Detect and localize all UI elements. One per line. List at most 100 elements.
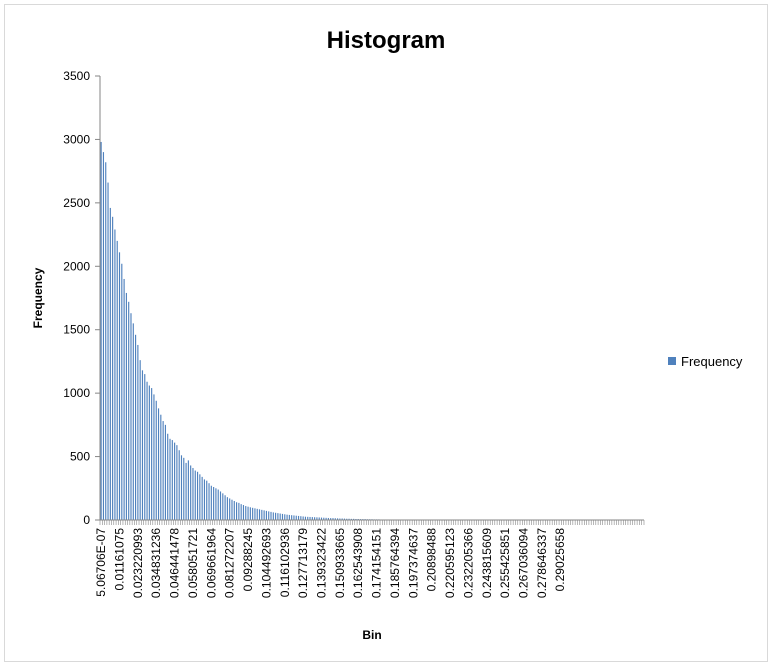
bar <box>231 499 233 520</box>
bar <box>171 440 173 520</box>
bar <box>176 445 178 520</box>
chart-title: Histogram <box>327 27 446 54</box>
y-tick-label: 1500 <box>63 323 90 337</box>
bar <box>284 514 286 520</box>
bar <box>224 495 226 520</box>
bar <box>190 465 192 520</box>
bar <box>279 513 281 520</box>
bar <box>148 385 150 520</box>
bar <box>164 424 166 520</box>
bar <box>199 474 201 520</box>
x-tick-label: 0.267036094 <box>516 528 530 598</box>
bar <box>254 508 256 520</box>
legend-entry-frequency: Frequency <box>681 354 743 369</box>
bar <box>242 505 245 520</box>
bar <box>357 518 359 520</box>
plot-area <box>100 141 644 521</box>
bar <box>316 517 318 520</box>
bar <box>265 510 267 520</box>
bar <box>238 502 240 520</box>
bar <box>102 152 105 521</box>
bar <box>247 506 249 520</box>
y-tick-label: 0 <box>83 513 90 527</box>
bar <box>169 438 171 520</box>
bar <box>100 141 102 520</box>
bar <box>155 400 157 520</box>
bar <box>293 515 295 520</box>
bar <box>215 488 217 520</box>
bar <box>121 263 123 520</box>
bar <box>252 507 254 520</box>
x-tick-label: 0.278646337 <box>535 528 549 598</box>
legend-swatch <box>668 357 676 365</box>
x-tick-label: 0.023220993 <box>131 528 145 598</box>
y-axis-title: Frequency <box>31 267 45 328</box>
bar <box>125 292 127 520</box>
y-axis: 0 500 1000 1500 2000 2500 3000 3500 <box>63 69 101 527</box>
bar <box>320 517 323 520</box>
bar <box>112 216 114 520</box>
bar <box>116 240 118 520</box>
bar <box>325 517 327 520</box>
bar <box>210 485 212 520</box>
bar <box>295 515 297 520</box>
bar <box>314 517 316 520</box>
bar <box>185 462 187 520</box>
bar <box>272 512 274 520</box>
bar <box>162 421 164 520</box>
bar <box>229 498 231 520</box>
bar <box>258 509 261 520</box>
bar <box>291 515 293 520</box>
bar <box>256 508 258 520</box>
bar <box>268 511 270 520</box>
x-tick-label: 0.139323422 <box>315 528 329 598</box>
y-tick-label: 2500 <box>63 196 90 210</box>
bar <box>203 479 206 520</box>
bar <box>183 457 185 520</box>
bar <box>226 497 228 520</box>
bar <box>353 518 355 520</box>
bar <box>304 516 307 520</box>
bar <box>118 252 121 520</box>
bar <box>114 229 116 520</box>
bar <box>318 517 320 520</box>
bar <box>332 518 334 520</box>
x-tick-label: 0.150933665 <box>333 528 347 598</box>
x-tick-label: 0.232205366 <box>461 528 475 598</box>
bar <box>343 518 346 520</box>
bar <box>249 507 251 520</box>
bar <box>201 476 203 520</box>
bar <box>153 394 155 520</box>
bar <box>160 414 162 520</box>
bar <box>105 162 107 520</box>
x-tick-label: 0.01161075 <box>113 528 127 591</box>
y-tick-label: 500 <box>70 450 90 464</box>
bar <box>137 344 139 520</box>
bar <box>139 360 141 520</box>
bar <box>339 518 341 520</box>
x-tick-label: 0.081272207 <box>223 528 237 598</box>
bar <box>174 442 176 520</box>
x-tick-label: 0.174154151 <box>370 528 384 598</box>
bar <box>350 518 352 520</box>
bar <box>275 512 277 520</box>
x-tick-label: 0.243815609 <box>480 528 494 598</box>
bar <box>341 518 343 520</box>
bar <box>233 500 235 520</box>
bar <box>109 207 111 520</box>
bar <box>245 506 247 520</box>
bar <box>217 489 219 520</box>
x-tick-label: 0.197374637 <box>406 528 420 598</box>
bar <box>297 515 300 520</box>
bar <box>178 450 180 520</box>
y-tick-label: 2000 <box>63 259 90 273</box>
bar <box>107 182 109 520</box>
x-tick-label: 0.104492693 <box>259 528 273 598</box>
bar <box>270 511 272 520</box>
bar <box>288 514 290 520</box>
bar <box>309 516 311 520</box>
bar <box>123 278 125 520</box>
y-tick-label: 1000 <box>63 386 90 400</box>
bar <box>208 483 210 520</box>
